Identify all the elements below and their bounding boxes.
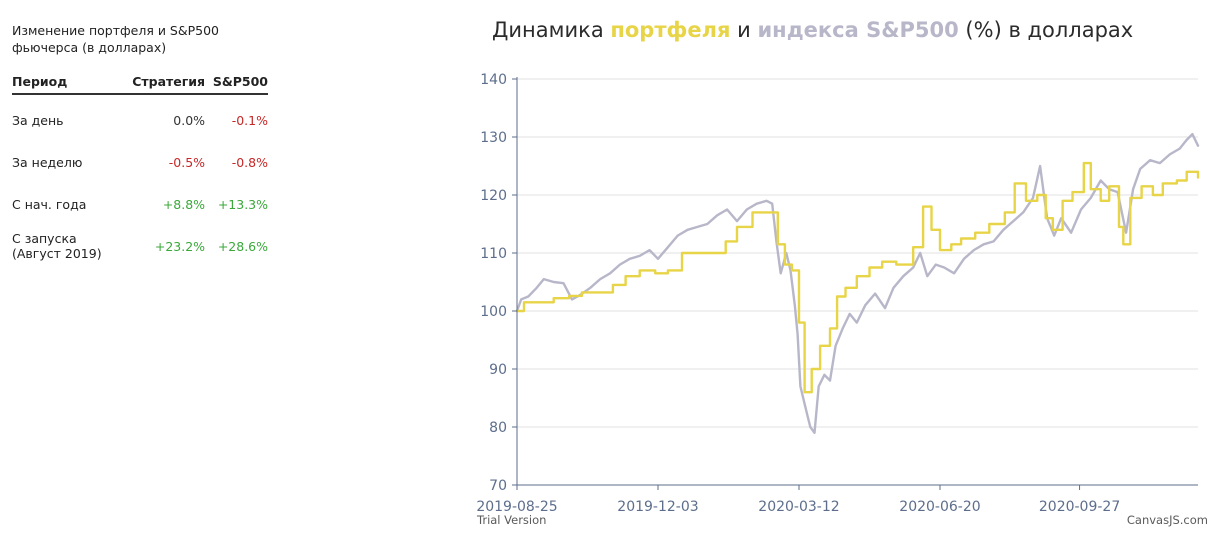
chart-gridlines: [517, 78, 1198, 428]
y-tick-label: 120: [480, 188, 507, 204]
y-tick-label: 100: [480, 304, 507, 320]
header-sp500: S&P500: [205, 74, 268, 95]
y-tick-label: 80: [489, 420, 507, 436]
x-tick-label: 2020-03-12: [758, 499, 839, 515]
performance-panel: Изменение портфеля и S&P500 фьючерса (в …: [12, 22, 270, 267]
row-period: За неделю: [12, 154, 83, 170]
x-tick-label: 2019-12-03: [617, 499, 698, 515]
y-tick-label: 70: [489, 478, 507, 494]
x-tick-label: 2020-09-27: [1039, 499, 1120, 515]
row-sp500-value: +28.6%: [217, 238, 268, 254]
chart-axes: 70 80 90 100 110 120 130 140 2019-08-25 2019-12-0…: [476, 72, 1198, 515]
portfolio-series-line: [515, 161, 1200, 394]
header-period: Период: [12, 74, 122, 95]
y-tick-label: 90: [489, 362, 507, 378]
chart-title-prefix: Динамика: [492, 18, 611, 42]
chart-title-suffix: (%) в долларах: [958, 18, 1134, 42]
trial-version-credit: Trial Version: [476, 513, 546, 527]
row-sp500-value: -0.1%: [231, 112, 268, 128]
performance-table: Период Стратегия S&P500 За день 0.0% -0.…: [12, 74, 268, 267]
row-strategy-value: +23.2%: [154, 238, 206, 254]
table-row: С нач. года +8.8% +13.3%: [12, 183, 268, 225]
row-period: С нач. года: [12, 196, 87, 212]
y-tick-label: 140: [480, 72, 507, 88]
table-header-row: Период Стратегия S&P500: [12, 74, 268, 95]
chart-title: Динамика портфеля и индекса S&P500 (%) в…: [492, 18, 1133, 42]
panel-title: Изменение портфеля и S&P500 фьючерса (в …: [12, 23, 220, 55]
table-row: С запуска (Август 2019) +23.2% +28.6%: [12, 225, 268, 267]
table-row: За неделю -0.5% -0.8%: [12, 141, 268, 183]
y-tick-label: 130: [480, 130, 507, 146]
chart-series: [515, 132, 1200, 434]
row-period: За день: [12, 112, 64, 128]
x-tick-label: 2020-06-20: [899, 499, 980, 515]
chart-title-portfolio: портфеля: [610, 18, 731, 42]
canvasjs-credit[interactable]: CanvasJS.com: [1127, 513, 1208, 527]
x-tick-label: 2019-08-25: [476, 499, 557, 515]
y-tick-label: 110: [480, 246, 507, 262]
sp500-series-line: [515, 132, 1200, 434]
row-sp500-value: +13.3%: [217, 196, 268, 212]
chart-title-middle: и: [730, 18, 758, 42]
row-strategy-value: +8.8%: [162, 196, 206, 212]
chart-title-index: индекса S&P500: [757, 18, 959, 42]
row-strategy-value: 0.0%: [173, 112, 206, 128]
row-period: С запуска (Август 2019): [12, 231, 102, 261]
row-strategy-value: -0.5%: [168, 154, 206, 170]
row-sp500-value: -0.8%: [231, 154, 268, 170]
header-strategy: Стратегия: [122, 74, 206, 95]
table-row: За день 0.0% -0.1%: [12, 94, 268, 141]
